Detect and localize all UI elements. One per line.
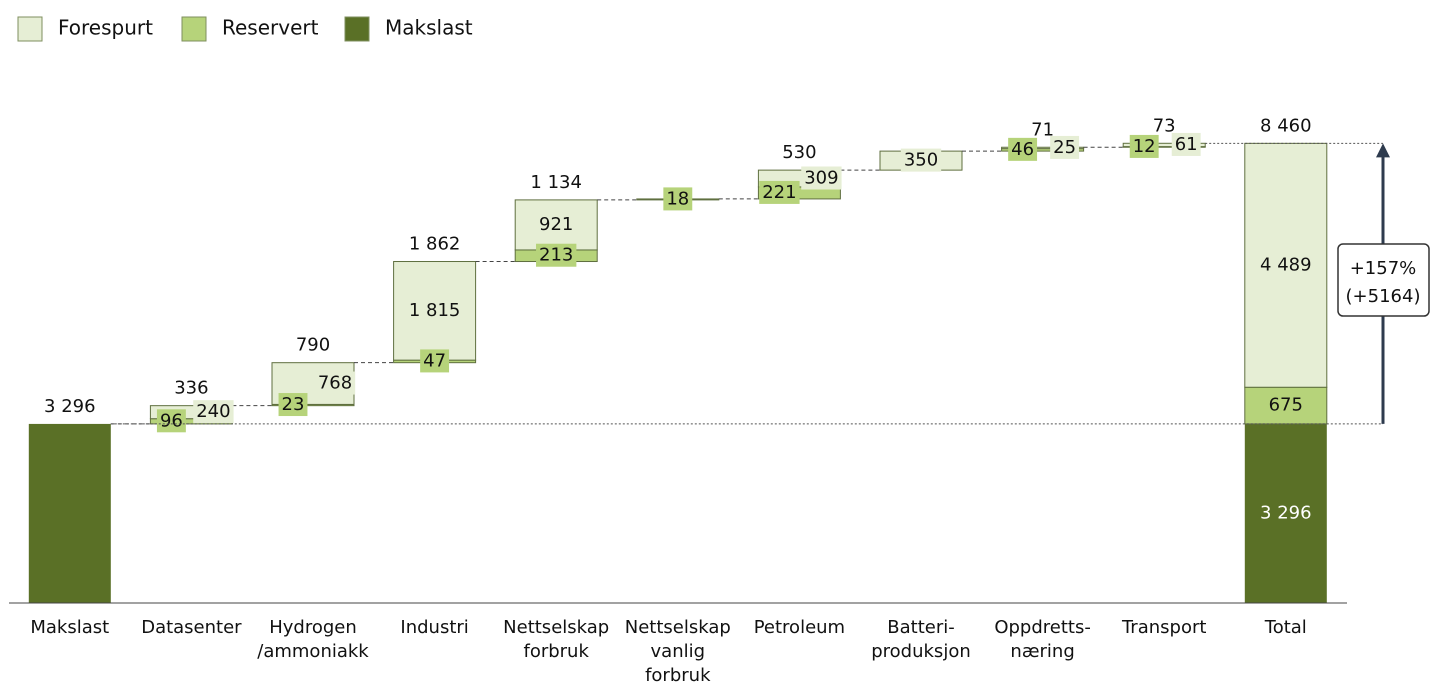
value-label: 46 [1011, 139, 1034, 160]
x-tick-label-line: forbruk [645, 665, 711, 686]
x-tick-label: Industri [400, 617, 468, 638]
value-label: 3 296 [1260, 502, 1312, 523]
legend-swatch [181, 16, 207, 42]
value-label: 18 [666, 188, 689, 209]
value-label: 4 489 [1260, 254, 1312, 275]
total-label: 1 134 [530, 172, 582, 193]
legend-swatch [17, 16, 43, 42]
x-tick-label: Petroleum [754, 617, 845, 638]
total-label: 71 [1031, 119, 1054, 140]
value-label-bg [278, 393, 308, 417]
value-label-bg [801, 166, 842, 190]
value-label-bg [193, 400, 234, 424]
bar-segment [1244, 423, 1327, 603]
total-label: 336 [174, 378, 208, 399]
arrow-head [1376, 143, 1390, 158]
x-tick-label-line: Makslast [30, 617, 109, 638]
value-label-bg [1050, 135, 1080, 159]
legend-label: Forespurt [58, 16, 153, 40]
value-label-bg [536, 243, 577, 267]
x-tick-label-line: Industri [400, 617, 468, 638]
value-label-bg [314, 371, 356, 395]
value-label: 675 [1269, 395, 1303, 416]
x-tick-label: Oppdretts-næring [994, 617, 1091, 662]
total-label: 790 [296, 335, 330, 356]
x-tick-label-line: Total [1264, 617, 1307, 638]
bar-segment [1122, 142, 1206, 148]
value-label-bg [1171, 132, 1201, 156]
x-tick-label-line: produksjon [871, 641, 971, 662]
bar-segment [1244, 142, 1328, 388]
x-tick-label: Total [1264, 617, 1307, 638]
x-tick-label: Nettselskap forbruk [503, 617, 609, 662]
value-label: 768 [318, 373, 352, 394]
x-tick-label-line: Transport [1121, 617, 1206, 638]
value-label: 23 [282, 394, 305, 415]
legend-label: Makslast [385, 16, 473, 40]
value-label: 1 815 [409, 300, 461, 321]
x-tick-label-line: Oppdretts- [994, 617, 1091, 638]
value-label: 47 [423, 350, 446, 371]
x-tick-label-line: forbruk [523, 641, 589, 662]
value-label: 240 [196, 401, 230, 422]
x-tick-label-line: vanlig [651, 641, 706, 662]
legend-label: Reservert [222, 16, 319, 40]
x-tick-label-line: Petroleum [754, 617, 845, 638]
total-label: 1 862 [409, 234, 461, 255]
value-label: 350 [904, 150, 938, 171]
value-label-bg [663, 187, 693, 211]
value-label-bg [156, 409, 186, 433]
x-tick-label-line: /ammoniakk [257, 641, 369, 662]
value-label-bg [1008, 137, 1038, 161]
x-tick-label: Datasenter [141, 617, 242, 638]
total-label: 8 460 [1260, 115, 1312, 136]
annotation: (+5164) [1346, 286, 1421, 307]
x-tick-label-line: Nettselskap [625, 617, 731, 638]
x-tick-label: Makslast [30, 617, 109, 638]
x-tick-label-line: Hydrogen [269, 617, 357, 638]
total-label: 3 296 [44, 396, 96, 417]
value-label: 309 [804, 168, 838, 189]
bar-segment [1001, 146, 1085, 150]
value-label: 25 [1053, 137, 1076, 158]
value-label-bg [405, 298, 464, 322]
value-label-bg [536, 212, 577, 236]
value-label: 221 [762, 182, 796, 203]
x-tick-label-line: næring [1010, 641, 1074, 662]
value-label: 12 [1133, 136, 1156, 157]
annotation: +157% [1350, 258, 1417, 279]
annotation-box [1337, 243, 1430, 317]
x-tick-label: Nettselskap vanlig forbruk [625, 617, 731, 686]
value-label-bg [759, 180, 800, 204]
value-label: 213 [539, 245, 573, 266]
x-tick-label: Hydrogen/ammoniakk [257, 617, 369, 662]
bar-segment [28, 423, 111, 603]
value-label-bg [1129, 134, 1159, 158]
bar-segment [1244, 386, 1328, 425]
x-tick-label-line: Batteri- [887, 617, 954, 638]
total-label: 73 [1153, 115, 1176, 136]
value-label: 61 [1175, 134, 1198, 155]
value-label-bg [900, 148, 942, 172]
value-label: 921 [539, 214, 573, 235]
x-tick-label: Batteri-produksjon [871, 617, 971, 662]
x-tick-label-line: Datasenter [141, 617, 242, 638]
total-label: 530 [782, 142, 816, 163]
x-tick-label: Transport [1121, 617, 1206, 638]
x-tick-label-line: Nettselskap [503, 617, 609, 638]
value-label-bg [420, 349, 450, 373]
value-label: 96 [160, 410, 183, 431]
legend-swatch [344, 16, 370, 42]
